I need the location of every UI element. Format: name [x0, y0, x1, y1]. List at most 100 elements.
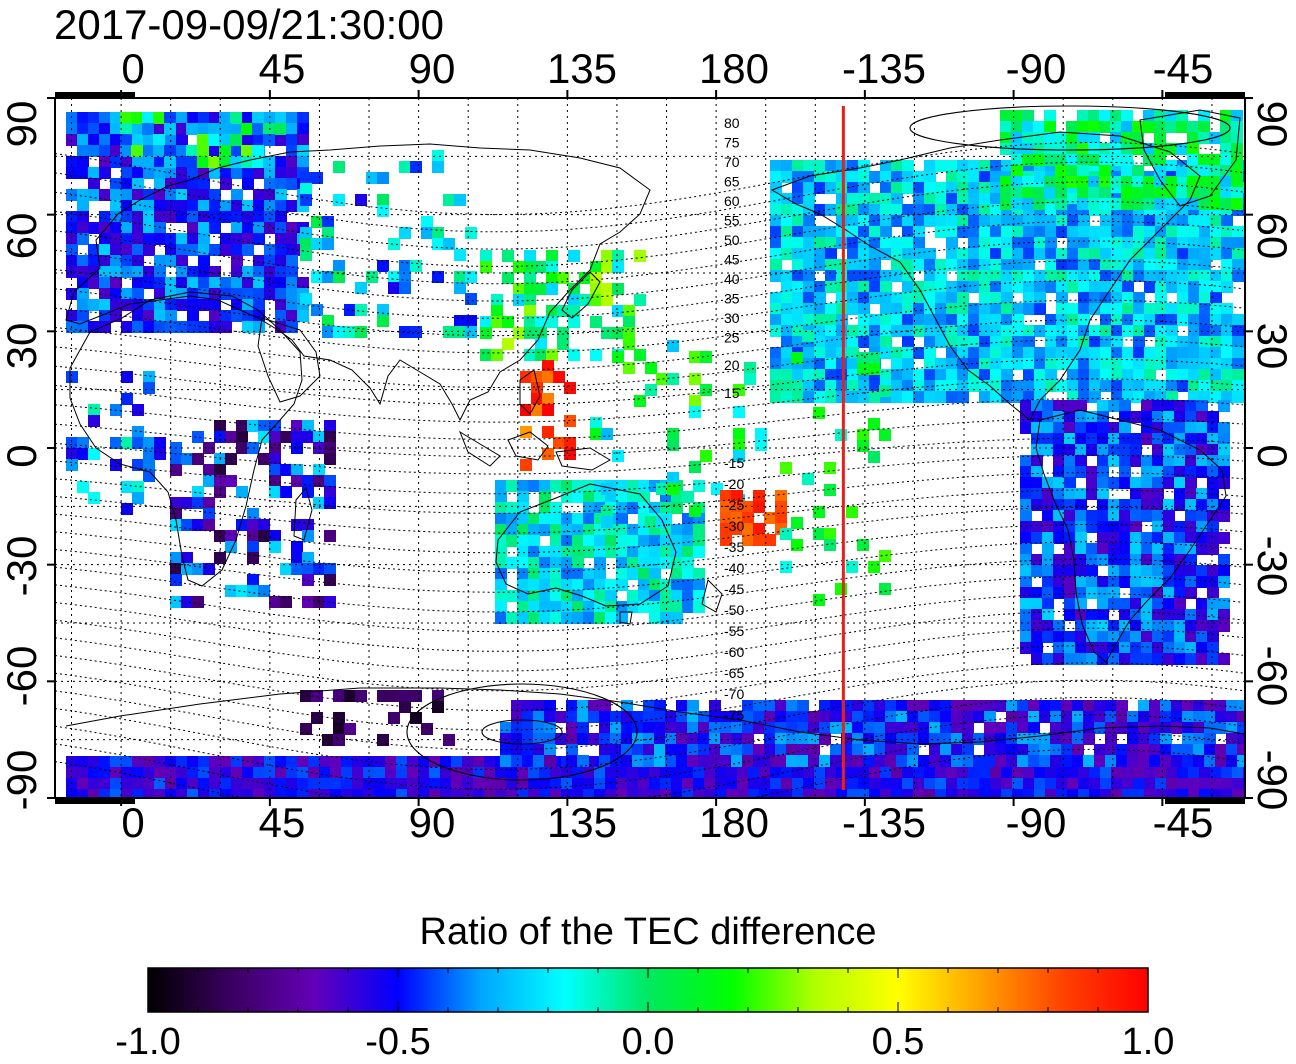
tec-cell — [302, 552, 314, 564]
tec-cell — [891, 767, 903, 779]
tec-cell — [1108, 422, 1120, 434]
tec-cell — [480, 250, 492, 262]
tec-cell — [671, 612, 683, 624]
tec-cell — [962, 722, 974, 734]
tec-cell — [209, 789, 221, 798]
tec-cell — [583, 601, 595, 613]
tec-cell — [1133, 303, 1145, 315]
tec-cell — [1122, 292, 1134, 304]
tec-cell — [187, 277, 199, 289]
tec-cell — [1177, 237, 1189, 249]
tec-cell — [88, 415, 100, 427]
tec-cell — [176, 189, 188, 201]
tec-cell — [546, 305, 558, 317]
tec-cell — [1188, 303, 1200, 315]
tec-cell — [902, 259, 914, 271]
dip-contour — [55, 679, 1244, 751]
tec-cell — [542, 360, 554, 372]
tec-cell — [341, 756, 353, 768]
tec-cell — [1105, 744, 1117, 756]
tec-cell — [465, 227, 477, 239]
tec-cell — [907, 755, 919, 767]
tec-cell — [275, 178, 287, 190]
tec-cell — [341, 767, 353, 779]
tec-cell — [1196, 598, 1208, 610]
tec-cell — [979, 270, 991, 282]
tec-cell — [1133, 270, 1145, 282]
dip-contour — [55, 378, 1244, 423]
tec-cell — [550, 480, 562, 492]
tec-cell — [913, 314, 925, 326]
tec-cell — [511, 700, 523, 712]
tec-cell — [973, 711, 985, 723]
tec-cell — [209, 321, 221, 333]
tec-cell — [979, 281, 991, 293]
tec-cell — [1023, 767, 1035, 779]
dip-label: -75 — [724, 707, 744, 723]
tec-cell — [1000, 176, 1012, 188]
tec-cell — [1163, 653, 1175, 665]
tec-cell — [797, 722, 809, 734]
tec-cell — [797, 733, 809, 745]
tec-cell — [1042, 554, 1054, 566]
tec-cell — [186, 123, 198, 135]
tec-cell — [572, 480, 584, 492]
dip-contour-north — [909, 105, 1231, 151]
tec-cell — [935, 789, 947, 798]
tec-cell — [566, 700, 578, 712]
tec-cell — [792, 270, 804, 282]
tec-cell — [319, 756, 331, 768]
tec-cell — [742, 534, 754, 546]
tec-cell — [590, 261, 602, 273]
tec-cell — [491, 305, 503, 317]
dip-contour — [55, 506, 1244, 554]
tec-cell — [1100, 303, 1112, 315]
tec-cell — [517, 579, 529, 591]
tec-cell — [665, 755, 677, 767]
tec-cell — [1207, 444, 1219, 456]
tec-cell — [1163, 598, 1175, 610]
tec-cell — [814, 182, 826, 194]
tec-cell — [88, 222, 100, 234]
tec-cell — [302, 475, 314, 487]
tec-cell — [1144, 789, 1156, 798]
tec-cell — [121, 178, 133, 190]
tec-cell — [528, 789, 540, 798]
tec-cell — [1163, 631, 1175, 643]
tec-cell — [1064, 521, 1076, 533]
tec-cell — [377, 690, 389, 702]
dip-label: -65 — [724, 665, 744, 681]
tec-cell — [1174, 422, 1186, 434]
tec-cell — [1231, 187, 1243, 199]
tec-cell — [803, 314, 815, 326]
tec-cell — [1034, 281, 1046, 293]
tec-cell — [517, 612, 529, 624]
tec-cell — [1155, 767, 1167, 779]
tec-cell — [1088, 187, 1100, 199]
tec-cell — [181, 596, 193, 608]
tec-cell — [561, 612, 573, 624]
tec-cell — [561, 535, 573, 547]
tec-cell — [550, 502, 562, 514]
tec-cell — [896, 722, 908, 734]
tec-cell — [1056, 778, 1068, 790]
tec-cell — [731, 744, 743, 756]
tec-cell — [1166, 237, 1178, 249]
tec-cell — [957, 248, 969, 260]
tec-cell — [506, 590, 518, 602]
tec-cell — [258, 519, 270, 531]
tec-cell — [803, 358, 815, 370]
tec-cell — [1012, 303, 1024, 315]
tec-cell — [1209, 176, 1221, 188]
tec-cell — [913, 215, 925, 227]
tec-cell — [203, 508, 215, 520]
tec-cell — [1232, 347, 1244, 359]
tec-cell — [1160, 700, 1172, 712]
tec-cell — [1075, 554, 1087, 566]
tec-cell — [377, 194, 389, 206]
tec-cell — [187, 756, 199, 768]
tec-cell — [1199, 767, 1211, 779]
tec-cell — [1050, 755, 1062, 767]
tec-cell — [891, 292, 903, 304]
tec-cell — [1056, 292, 1068, 304]
